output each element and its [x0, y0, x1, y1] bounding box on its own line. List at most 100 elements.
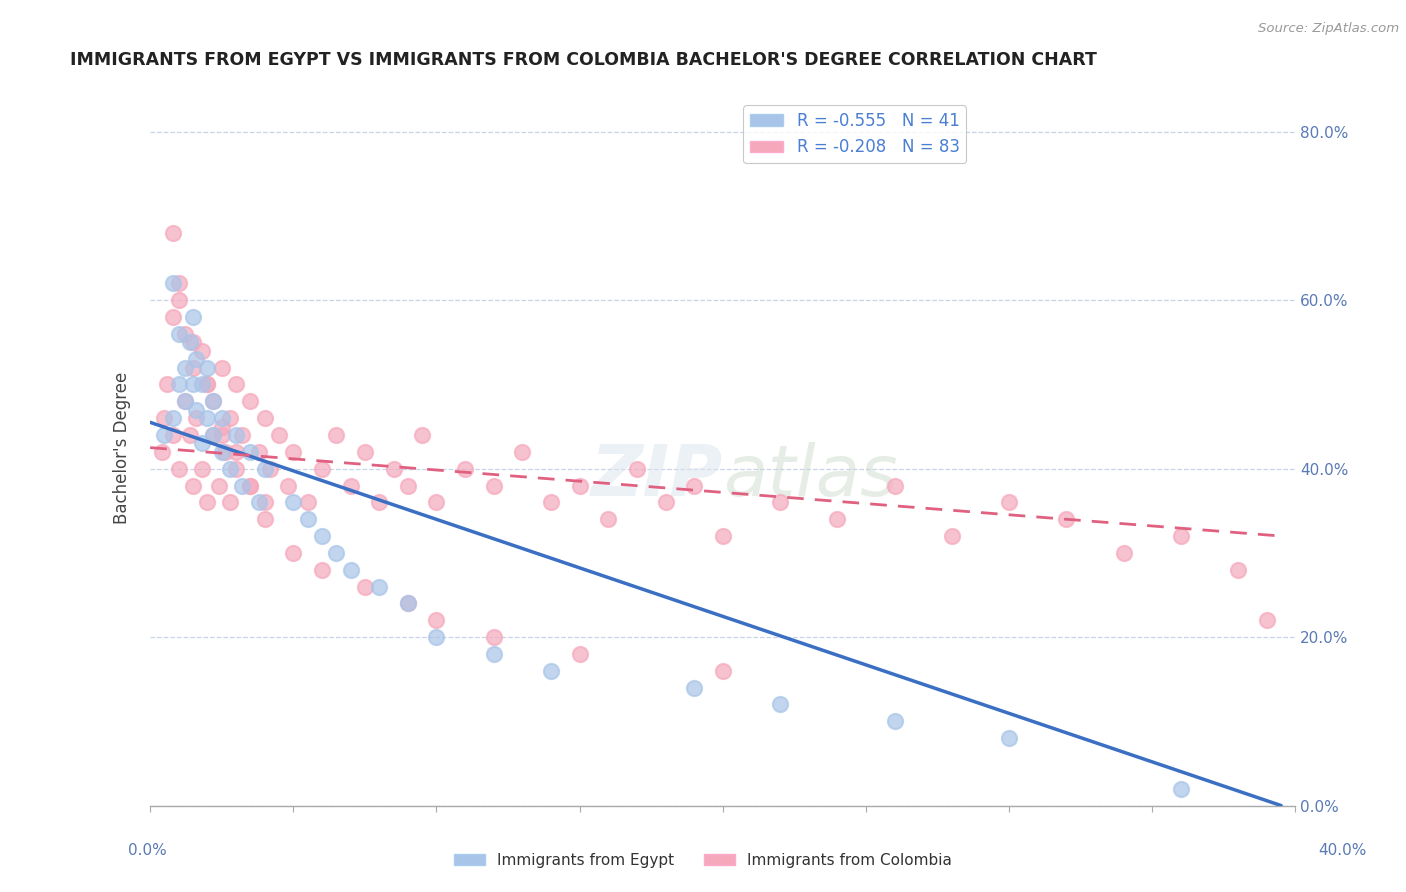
Point — [883, 478, 905, 492]
Point — [683, 681, 706, 695]
Point — [190, 461, 212, 475]
Point — [769, 698, 792, 712]
Point — [568, 647, 591, 661]
Point — [654, 495, 676, 509]
Point — [283, 546, 305, 560]
Point — [239, 394, 262, 409]
Point — [1112, 546, 1135, 560]
Point — [711, 529, 734, 543]
Point — [202, 428, 225, 442]
Point — [540, 664, 562, 678]
Point — [167, 461, 190, 475]
Point — [197, 377, 219, 392]
Point — [354, 580, 377, 594]
Point — [239, 478, 262, 492]
Point — [162, 411, 184, 425]
Point — [231, 428, 253, 442]
Point — [396, 596, 419, 610]
Point — [283, 445, 305, 459]
Point — [482, 647, 505, 661]
Point — [211, 445, 233, 459]
Y-axis label: Bachelor's Degree: Bachelor's Degree — [114, 371, 131, 524]
Point — [253, 495, 276, 509]
Point — [253, 461, 276, 475]
Point — [311, 563, 333, 577]
Point — [219, 495, 242, 509]
Point — [162, 310, 184, 324]
Point — [1227, 563, 1250, 577]
Point — [998, 495, 1021, 509]
Point — [219, 411, 242, 425]
Point — [197, 495, 219, 509]
Point — [202, 394, 225, 409]
Point — [184, 411, 207, 425]
Point — [297, 495, 319, 509]
Point — [411, 428, 433, 442]
Point — [197, 411, 219, 425]
Point — [598, 512, 620, 526]
Point — [883, 714, 905, 729]
Point — [354, 445, 377, 459]
Point — [190, 377, 212, 392]
Point — [540, 495, 562, 509]
Text: 40.0%: 40.0% — [1319, 843, 1367, 858]
Point — [425, 495, 447, 509]
Point — [181, 360, 204, 375]
Point — [396, 596, 419, 610]
Point — [179, 428, 201, 442]
Point — [368, 495, 391, 509]
Point — [184, 352, 207, 367]
Point — [711, 664, 734, 678]
Point — [211, 360, 233, 375]
Point — [683, 478, 706, 492]
Point — [197, 377, 219, 392]
Point — [181, 478, 204, 492]
Point — [941, 529, 963, 543]
Point — [150, 445, 173, 459]
Legend: Immigrants from Egypt, Immigrants from Colombia: Immigrants from Egypt, Immigrants from C… — [449, 847, 957, 873]
Point — [1256, 613, 1278, 627]
Point — [247, 495, 270, 509]
Point — [153, 428, 176, 442]
Point — [482, 478, 505, 492]
Point — [339, 563, 361, 577]
Point — [283, 495, 305, 509]
Point — [181, 310, 204, 324]
Point — [162, 428, 184, 442]
Point — [225, 377, 247, 392]
Point — [181, 377, 204, 392]
Point — [211, 411, 233, 425]
Legend: R = -0.555   N = 41, R = -0.208   N = 83: R = -0.555 N = 41, R = -0.208 N = 83 — [744, 105, 966, 163]
Point — [267, 428, 290, 442]
Point — [167, 377, 190, 392]
Point — [626, 461, 648, 475]
Point — [239, 445, 262, 459]
Point — [211, 419, 233, 434]
Point — [167, 326, 190, 341]
Point — [162, 226, 184, 240]
Point — [277, 478, 299, 492]
Point — [153, 411, 176, 425]
Text: 0.0%: 0.0% — [128, 843, 167, 858]
Point — [225, 445, 247, 459]
Point — [225, 461, 247, 475]
Point — [208, 478, 231, 492]
Point — [190, 436, 212, 450]
Point — [325, 546, 347, 560]
Text: Source: ZipAtlas.com: Source: ZipAtlas.com — [1258, 22, 1399, 36]
Point — [568, 478, 591, 492]
Point — [1170, 781, 1192, 796]
Point — [214, 445, 236, 459]
Point — [181, 335, 204, 350]
Point — [454, 461, 477, 475]
Point — [179, 335, 201, 350]
Point — [202, 394, 225, 409]
Point — [197, 360, 219, 375]
Point — [253, 512, 276, 526]
Point — [162, 277, 184, 291]
Point — [325, 428, 347, 442]
Point — [167, 293, 190, 308]
Text: atlas: atlas — [723, 442, 897, 511]
Point — [311, 529, 333, 543]
Point — [184, 402, 207, 417]
